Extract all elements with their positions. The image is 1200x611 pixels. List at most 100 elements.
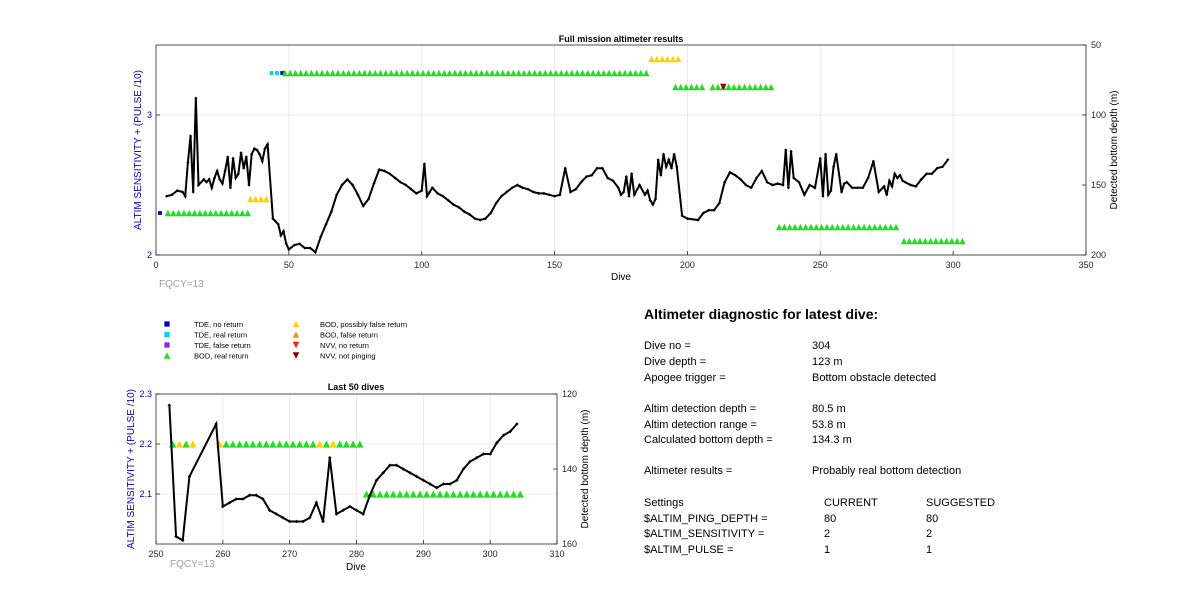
event-marker [361,69,368,77]
depth-point [461,467,466,471]
event-marker [478,69,485,77]
depth-point [515,183,519,187]
bottom-ticks: 250 260 270 280 290 300 310 2.1 2.2 2.3 120 140 160 [139,389,577,559]
depth-point [301,519,305,524]
depth-point [297,242,302,246]
event-marker [658,55,666,63]
event-marker [682,83,690,91]
depth-point [707,208,711,212]
depth-point [584,175,589,179]
event-marker [356,440,364,448]
depth-point [733,173,737,177]
top-y-left-label: ALTIM SENSITIVITY + (PULSE /10) [133,70,144,230]
depth-point [627,194,631,198]
event-marker [887,223,894,231]
depth-point [313,250,318,254]
event-marker [775,223,783,231]
event-marker [520,69,528,77]
diag-label-altimeter-results: Altimeter results = [644,465,733,477]
depth-point [909,183,913,187]
legend-label: TDE, no return [194,320,243,329]
depth-point [478,218,482,222]
depth-point [563,166,567,170]
event-marker [573,69,581,77]
event-marker [233,209,241,217]
setting-suggested-ping-depth: 80 [926,513,939,525]
event-marker [309,440,317,448]
x-tick-label: 310 [549,549,564,559]
depth-point [388,463,392,468]
top-chart-title: Full mission altimeter results [559,34,684,44]
depth-point [279,233,283,237]
depth-point [436,191,440,195]
event-marker [552,69,560,77]
event-marker [876,223,884,231]
depth-point [924,172,929,176]
depth-point [421,478,426,483]
event-marker [932,237,940,245]
depth-point [452,203,456,207]
depth-point [483,217,488,221]
depth-point [935,166,939,170]
depth-point [220,182,225,186]
x-tick-label: 290 [416,549,431,559]
depth-point [600,166,604,170]
event-marker [611,69,618,77]
event-marker [953,237,961,245]
event-marker [356,69,363,77]
depth-point [622,190,626,194]
event-marker [170,209,177,217]
depth-point [382,169,387,173]
event-marker [516,490,524,498]
event-marker [714,83,722,91]
depth-point [345,177,349,181]
event-marker [834,223,841,231]
bottom-event-markers [169,440,524,498]
depth-point [174,534,178,539]
depth-point [242,166,246,170]
event-marker [244,209,251,217]
depth-point [850,186,854,190]
x-tick-label: 150 [547,260,562,270]
x-tick-label: 100 [414,260,429,270]
event-marker [435,69,443,77]
event-marker [196,209,204,217]
depth-point [307,515,312,520]
event-marker [688,83,695,91]
event-marker [423,490,431,498]
depth-point [643,193,647,197]
depth-point [616,186,620,190]
event-marker [503,490,511,498]
x-tick-label: 50 [284,260,294,270]
depth-point [381,470,386,475]
x-tick-label: 250 [813,260,828,270]
diag-label-dive-no: Dive no = [644,340,691,352]
depth-point [234,497,238,501]
event-marker [280,71,285,75]
depth-point [611,179,615,183]
depth-point [191,190,195,194]
event-marker [336,440,344,448]
event-marker [377,69,384,77]
event-marker [927,237,934,245]
depth-point [882,184,886,188]
depth-point [940,165,945,169]
depth-point [786,186,790,190]
depth-point [356,193,360,197]
event-marker [632,69,639,77]
event-marker [669,55,677,63]
depth-point [675,165,679,169]
depth-point [547,193,551,197]
event-marker [449,490,458,498]
event-marker [489,490,498,498]
depth-point [754,176,759,180]
depth-point [303,246,307,250]
event-marker [736,83,743,91]
event-marker [818,223,825,231]
event-marker [329,440,337,448]
depth-point [903,180,907,184]
depth-point [664,165,668,169]
depth-point [672,152,676,156]
